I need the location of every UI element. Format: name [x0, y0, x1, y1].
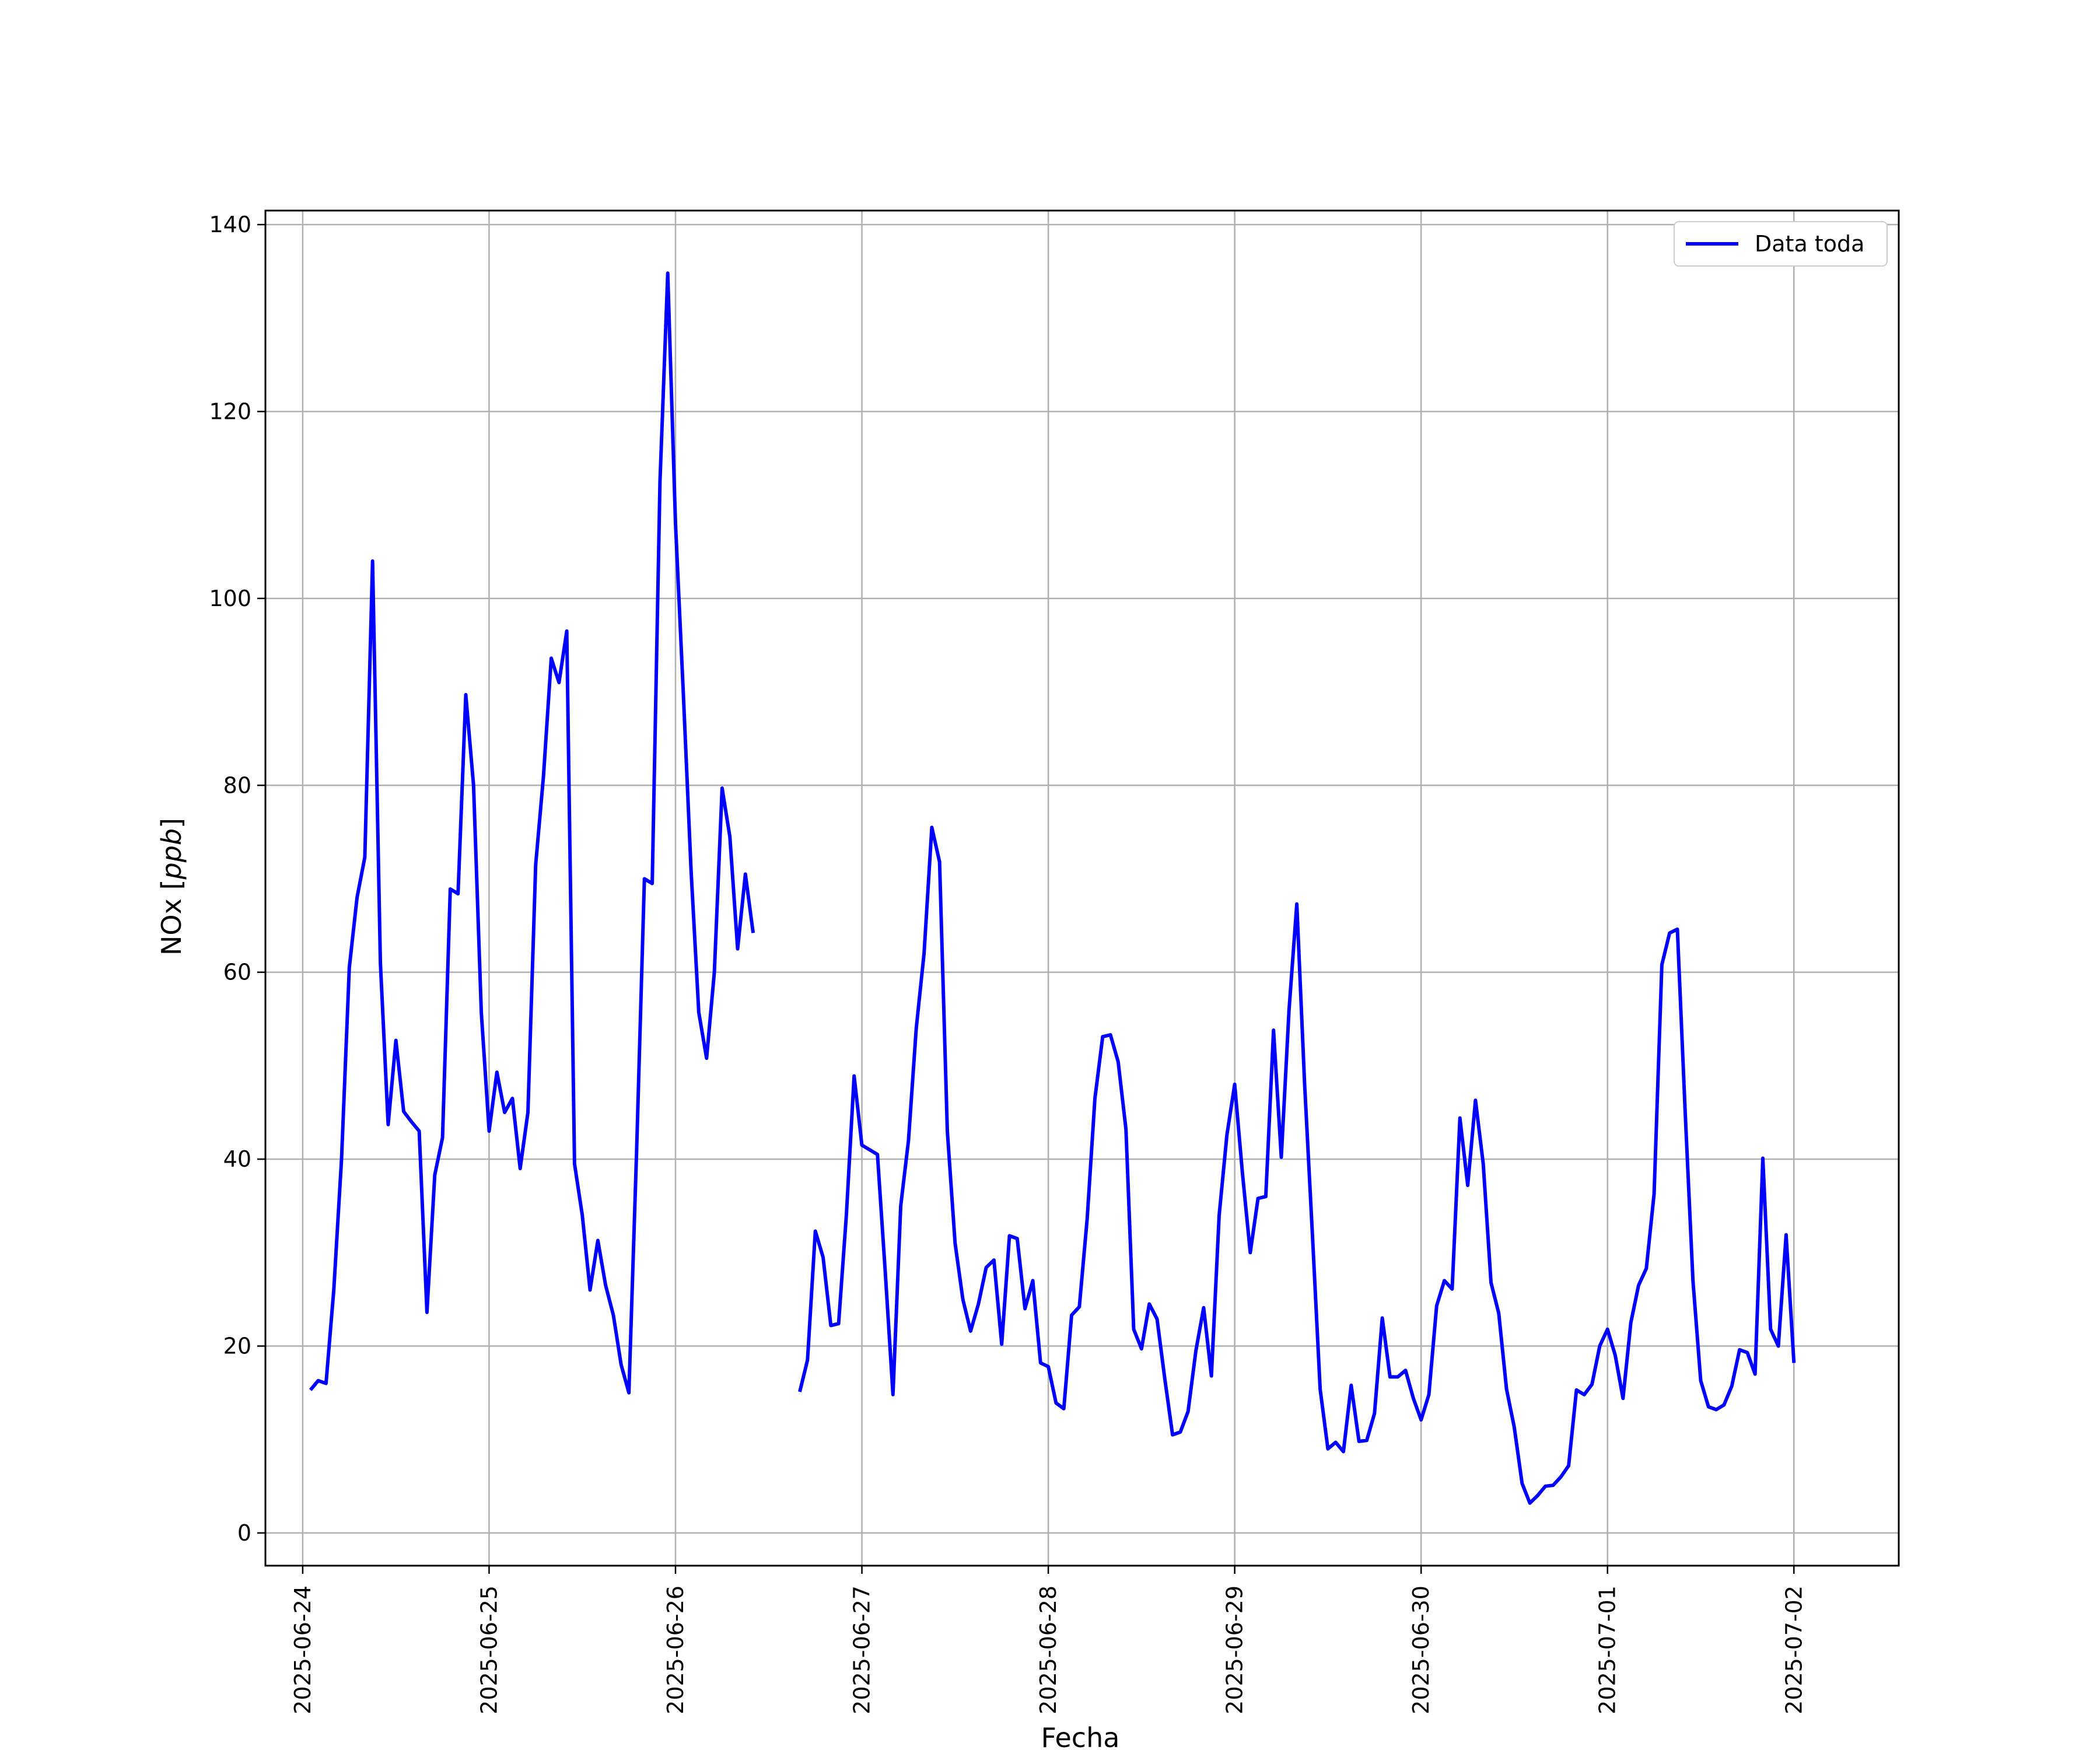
- series-line-data-toda: [309, 271, 1796, 1505]
- y-axis-ticks: 0 20 40 60 80 100 120 140: [209, 212, 265, 1546]
- y-axis-label-bracket-close: ]: [156, 818, 187, 828]
- y-tick-label: 120: [209, 398, 251, 424]
- legend-box: [1674, 221, 1888, 267]
- y-tick-label: 140: [209, 212, 251, 237]
- x-tick-label: 2025-06-28: [1035, 1586, 1061, 1714]
- x-tick-label: 2025-07-02: [1781, 1586, 1807, 1714]
- y-tick-label: 60: [223, 960, 251, 985]
- y-tick-label: 0: [237, 1520, 251, 1546]
- y-axis-label-quantity: NOx: [156, 890, 187, 956]
- grid-lines: [265, 211, 1899, 1566]
- y-axis-label-bracket-open: [: [156, 880, 187, 890]
- y-tick-label: 100: [209, 586, 251, 611]
- x-tick-label: 2025-06-24: [290, 1586, 316, 1714]
- plot-area-frame: [264, 209, 1900, 1567]
- y-tick-label: 80: [223, 772, 251, 798]
- x-tick-label: 2025-06-26: [663, 1586, 688, 1714]
- x-axis-ticks: 2025-06-24 2025-06-25 2025-06-26 2025-06-27…: [290, 1566, 1807, 1714]
- legend: Data toda: [1674, 221, 1888, 267]
- x-axis-label: Fecha: [1041, 1722, 1120, 1750]
- x-tick-label: 2025-06-30: [1408, 1586, 1434, 1714]
- y-axis-label-unit: ppb: [156, 828, 187, 880]
- y-tick-label: 20: [223, 1334, 251, 1359]
- x-tick-label: 2025-06-27: [849, 1586, 875, 1714]
- x-tick-label: 2025-06-25: [476, 1586, 502, 1714]
- legend-label-data-toda: Data toda: [1755, 231, 1864, 257]
- y-tick-label: 40: [223, 1146, 251, 1172]
- x-tick-label: 2025-07-01: [1595, 1586, 1620, 1714]
- series-layer: [309, 271, 1796, 1505]
- y-axis-label: NOx [ppb]: [156, 818, 187, 956]
- x-tick-label: 2025-06-29: [1222, 1586, 1248, 1714]
